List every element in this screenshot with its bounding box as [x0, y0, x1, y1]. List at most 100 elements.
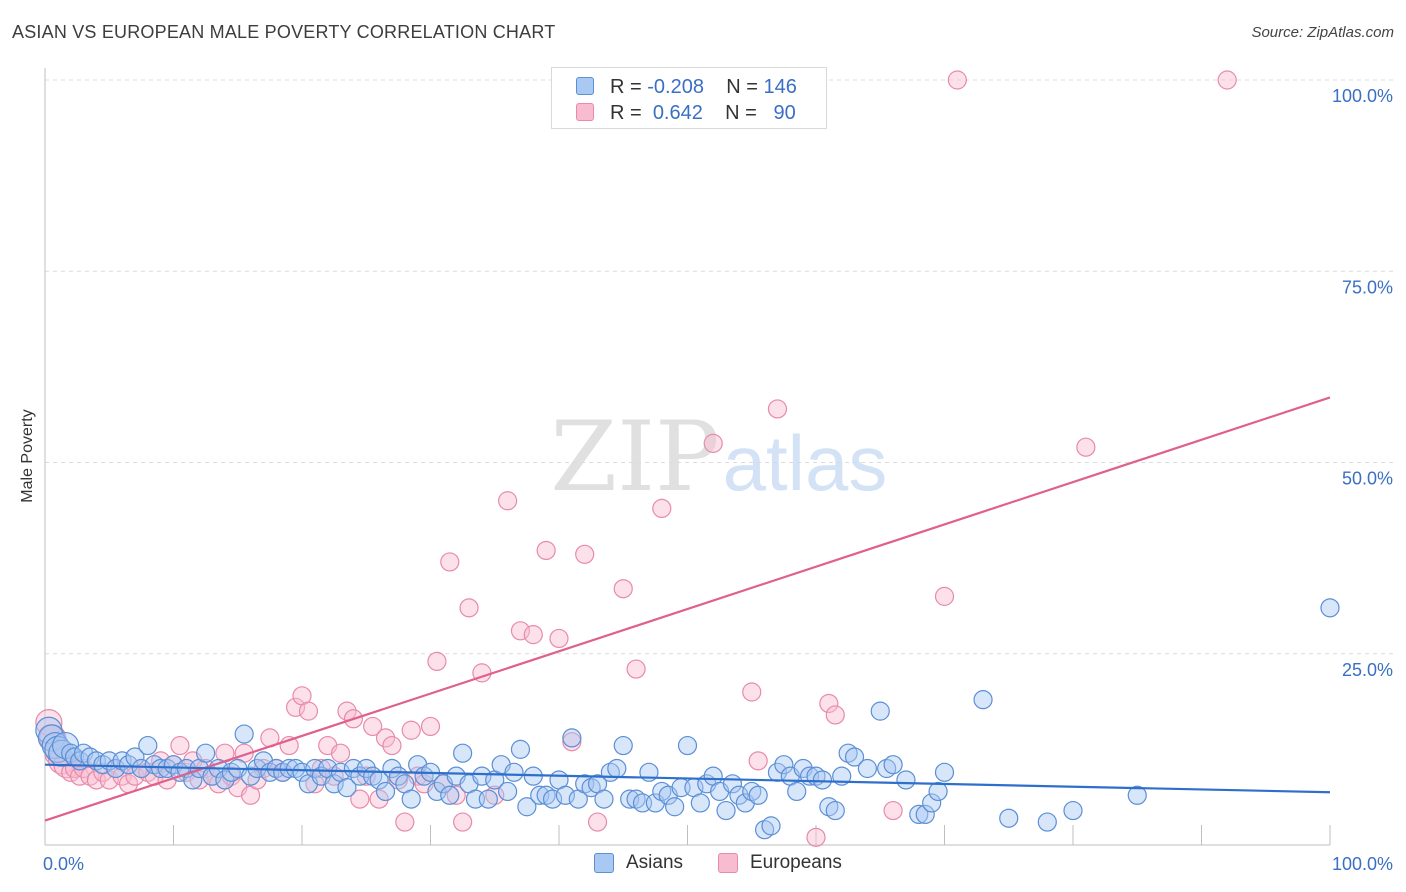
europeans-point-67 — [453, 812, 473, 832]
asians-point-28 — [196, 743, 216, 763]
europeans-point-43 — [298, 701, 319, 721]
watermark-zip: ZIP — [550, 401, 719, 513]
x-tick-label-100: 100.0% — [1332, 854, 1393, 874]
europeans-point-79 — [613, 579, 633, 599]
asians-point-34 — [234, 724, 254, 744]
europeans-point-84 — [748, 751, 768, 771]
asians-point-23 — [163, 755, 184, 775]
asians-trend-line — [44, 763, 1331, 794]
europeans-point-82 — [703, 433, 723, 453]
europeans-point-72 — [510, 621, 531, 641]
asians-point-66 — [440, 785, 460, 805]
asians-point-80 — [530, 785, 550, 805]
europeans-point-63 — [427, 651, 447, 672]
europeans-point-51 — [350, 789, 370, 809]
asians-point-114 — [748, 785, 768, 805]
asians-point-118 — [774, 755, 794, 775]
europeans-point-56 — [382, 735, 402, 756]
europeans-point-71 — [498, 491, 518, 511]
asians-point-48 — [324, 774, 344, 794]
asians-r-label: R = — [610, 76, 642, 98]
asians-point-134 — [896, 770, 916, 790]
asians-point-71 — [472, 766, 492, 786]
asians-point-135 — [909, 804, 929, 825]
europeans-point-74 — [536, 540, 556, 561]
asians-point-68 — [453, 743, 473, 763]
asians-point-35 — [241, 766, 261, 786]
europeans-point-77 — [575, 544, 595, 564]
asians-point-101 — [665, 797, 685, 817]
asians-r-value: -0.208 — [647, 76, 704, 98]
europeans-swatch — [576, 103, 594, 121]
asians-point-82 — [542, 789, 563, 809]
asians-point-126 — [825, 800, 845, 821]
x-tick-label-0: 0.0% — [43, 854, 84, 874]
bottom-europeans-label: Europeans — [750, 852, 842, 873]
asians-point-18 — [131, 758, 151, 779]
asians-point-130 — [857, 758, 878, 779]
europeans-point-78 — [587, 812, 608, 832]
asians-point-50 — [337, 778, 357, 798]
asians-point-139 — [934, 762, 955, 782]
asians-points — [35, 598, 1340, 840]
asians-point-103 — [677, 735, 698, 756]
europeans-point-86 — [819, 693, 839, 714]
correlation-legend: R = -0.208 N = 146 R = 0.642 N = 90 — [551, 67, 827, 129]
europeans-n-value: 90 — [773, 102, 796, 124]
europeans-point-87 — [825, 705, 845, 725]
europeans-point-48 — [330, 743, 351, 763]
asians-point-72 — [478, 789, 498, 809]
asians-point-31 — [215, 770, 235, 790]
europeans-point-58 — [395, 812, 415, 832]
asians-point-43 — [292, 762, 312, 782]
asians-point-105 — [690, 793, 710, 813]
europeans-point-93 — [806, 827, 826, 847]
europeans-point-53 — [363, 716, 383, 737]
asians-point-19 — [138, 735, 158, 756]
asians-point-90 — [594, 789, 614, 809]
asians-point-129 — [844, 747, 865, 767]
asians-point-143 — [1063, 800, 1083, 821]
asians-point-145 — [1320, 598, 1340, 618]
europeans-point-68 — [459, 598, 479, 618]
europeans-point-88 — [883, 800, 903, 821]
source-label: Source: ZipAtlas.com — [1251, 24, 1394, 41]
watermark: ZIP atlas — [550, 401, 887, 513]
asians-point-138 — [928, 781, 948, 802]
asians-point-94 — [620, 789, 640, 809]
asians-n-value: 146 — [763, 76, 797, 98]
trend-lines — [44, 396, 1331, 822]
y-tick-label-75: 75.0% — [1342, 277, 1393, 297]
bottom-asians-swatch — [594, 853, 614, 873]
asians-point-92 — [607, 758, 627, 779]
europeans-point-54 — [369, 789, 389, 809]
europeans-point-62 — [420, 716, 441, 737]
europeans-point-73 — [523, 625, 543, 645]
europeans-point-91 — [1076, 437, 1096, 457]
y-tick-label-25: 25.0% — [1342, 660, 1393, 680]
bottom-asians-label: Asians — [626, 852, 684, 873]
europeans-point-65 — [440, 552, 460, 572]
asians-point-75 — [498, 781, 518, 802]
europeans-point-41 — [285, 697, 306, 717]
asians-point-29 — [202, 766, 222, 786]
europeans-point-89 — [934, 586, 955, 606]
asians-point-84 — [555, 785, 576, 805]
asians-point-111 — [729, 785, 749, 805]
asians-point-78 — [517, 797, 537, 817]
y-tick-label-100: 100.0% — [1332, 86, 1393, 106]
europeans-point-81 — [652, 498, 672, 518]
asians-point-109 — [716, 800, 736, 821]
tick-labels: 25.0% 50.0% 75.0% 100.0% 0.0% 100.0% — [43, 86, 1393, 874]
asians-point-21 — [151, 758, 171, 779]
asians-point-116 — [761, 816, 781, 836]
europeans-point-11 — [93, 762, 113, 782]
asians-point-144 — [1127, 785, 1147, 805]
chart-title: ASIAN VS EUROPEAN MALE POVERTY CORRELATI… — [12, 22, 556, 42]
asians-point-77 — [510, 739, 531, 759]
europeans-point-59 — [401, 720, 421, 740]
asians-point-120 — [787, 781, 807, 802]
europeans-point-55 — [375, 728, 396, 748]
asians-point-76 — [504, 762, 524, 782]
